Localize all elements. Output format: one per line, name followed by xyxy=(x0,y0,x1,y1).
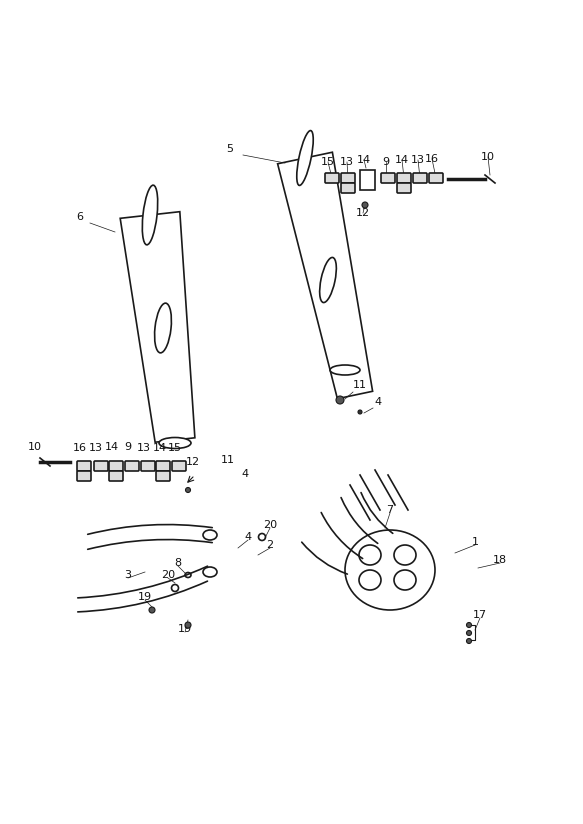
Ellipse shape xyxy=(359,545,381,565)
FancyBboxPatch shape xyxy=(397,173,411,183)
FancyBboxPatch shape xyxy=(381,173,395,183)
Text: 9: 9 xyxy=(124,442,132,452)
FancyBboxPatch shape xyxy=(141,461,155,471)
Ellipse shape xyxy=(466,630,472,635)
Ellipse shape xyxy=(330,365,360,375)
Text: 18: 18 xyxy=(493,555,507,565)
Text: 19: 19 xyxy=(138,592,152,602)
Text: 11: 11 xyxy=(353,380,367,390)
Text: 14: 14 xyxy=(357,155,371,165)
Text: 14: 14 xyxy=(105,442,119,452)
FancyBboxPatch shape xyxy=(341,173,355,183)
Ellipse shape xyxy=(466,639,472,644)
Ellipse shape xyxy=(185,622,191,628)
Text: 8: 8 xyxy=(174,558,181,568)
Text: 16: 16 xyxy=(73,443,87,453)
Text: 14: 14 xyxy=(395,155,409,165)
Ellipse shape xyxy=(358,410,362,414)
Ellipse shape xyxy=(394,545,416,565)
Text: 13: 13 xyxy=(411,155,425,165)
Ellipse shape xyxy=(142,185,158,245)
Text: 15: 15 xyxy=(321,157,335,167)
Text: 15: 15 xyxy=(168,443,182,453)
Text: 20: 20 xyxy=(263,520,277,530)
FancyBboxPatch shape xyxy=(77,461,91,471)
Text: 10: 10 xyxy=(28,442,42,452)
Ellipse shape xyxy=(159,438,191,448)
Text: 11: 11 xyxy=(221,455,235,465)
Text: 4: 4 xyxy=(244,532,251,542)
Ellipse shape xyxy=(297,130,313,185)
FancyBboxPatch shape xyxy=(429,173,443,183)
FancyBboxPatch shape xyxy=(109,471,123,481)
Text: 7: 7 xyxy=(387,505,394,515)
Ellipse shape xyxy=(336,396,344,404)
Ellipse shape xyxy=(319,257,336,302)
Text: 9: 9 xyxy=(382,157,389,167)
FancyBboxPatch shape xyxy=(325,173,339,183)
Text: 12: 12 xyxy=(356,208,370,218)
Text: 14: 14 xyxy=(153,443,167,453)
Text: 4: 4 xyxy=(374,397,381,407)
FancyBboxPatch shape xyxy=(397,183,411,193)
Text: 5: 5 xyxy=(227,144,234,154)
Text: 12: 12 xyxy=(186,457,200,467)
Text: 16: 16 xyxy=(425,154,439,164)
Text: 1: 1 xyxy=(472,537,479,547)
Ellipse shape xyxy=(359,570,381,590)
Text: 13: 13 xyxy=(137,443,151,453)
FancyBboxPatch shape xyxy=(172,461,186,471)
FancyBboxPatch shape xyxy=(94,461,108,471)
Text: 20: 20 xyxy=(161,570,175,580)
Ellipse shape xyxy=(154,303,171,353)
Text: 4: 4 xyxy=(241,469,248,479)
Ellipse shape xyxy=(394,570,416,590)
Text: 13: 13 xyxy=(89,443,103,453)
Text: 6: 6 xyxy=(76,212,83,222)
Ellipse shape xyxy=(466,622,472,628)
Text: 2: 2 xyxy=(266,540,273,550)
FancyBboxPatch shape xyxy=(109,461,123,471)
Text: 17: 17 xyxy=(473,610,487,620)
Ellipse shape xyxy=(362,202,368,208)
Text: 3: 3 xyxy=(125,570,132,580)
Text: 19: 19 xyxy=(178,624,192,634)
Ellipse shape xyxy=(185,488,191,493)
Ellipse shape xyxy=(149,607,155,613)
FancyBboxPatch shape xyxy=(125,461,139,471)
FancyBboxPatch shape xyxy=(341,183,355,193)
FancyBboxPatch shape xyxy=(156,471,170,481)
Ellipse shape xyxy=(203,530,217,540)
Text: 13: 13 xyxy=(340,157,354,167)
FancyBboxPatch shape xyxy=(77,471,91,481)
FancyBboxPatch shape xyxy=(156,461,170,471)
FancyBboxPatch shape xyxy=(413,173,427,183)
Ellipse shape xyxy=(203,567,217,577)
Text: 10: 10 xyxy=(481,152,495,162)
